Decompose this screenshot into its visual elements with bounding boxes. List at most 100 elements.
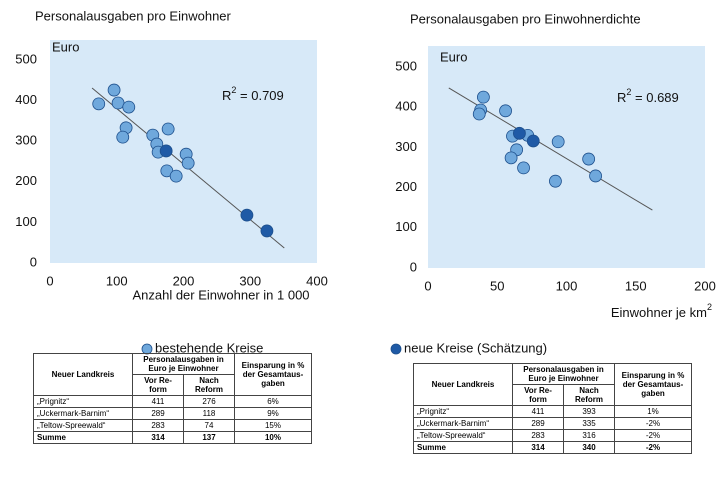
plot-background <box>428 46 705 268</box>
y-axis-label: Euro <box>440 49 467 64</box>
data-table: Neuer Landkreis Personalausgaben in Euro j… <box>413 363 692 454</box>
table-cell: „Prignitz“ <box>413 405 513 418</box>
point <box>169 169 183 183</box>
header-line: Reform <box>574 395 603 404</box>
x-tick-label: 200 <box>173 273 195 288</box>
table-cell: 15% <box>234 419 312 432</box>
table-body: „Prignitz“ 411 393 1% „Uckermark-Barnim“ 289 3… <box>413 405 692 454</box>
header-line: Personalausgaben in <box>523 365 604 374</box>
table-cell: -2% <box>614 441 692 454</box>
x-tick-label: 50 <box>490 278 504 293</box>
x-tick-label: 0 <box>46 273 53 288</box>
table-row: Summe 314 340 -2% <box>413 441 692 454</box>
x-axis-label: Einwohner je km2 <box>611 302 712 320</box>
header-line: der Gesamtaus- <box>622 380 684 389</box>
table-cell: 276 <box>183 395 235 408</box>
chart-title: Personalausgaben pro Einwohnerdichte <box>410 11 641 26</box>
table-cell: „Teltow-Spreewald“ <box>413 429 513 442</box>
point <box>161 122 175 136</box>
x-tick-label: 0 <box>424 278 431 293</box>
r-squared-rest: = 0.689 <box>631 90 678 105</box>
header-line: der Gesamtaus- <box>242 370 304 379</box>
header-line: Einsparung in % <box>241 361 305 370</box>
table-row: „Prignitz“ 411 276 6% <box>33 395 312 408</box>
point <box>240 208 254 222</box>
table-row: „Uckermark-Barnim“ 289 335 -2% <box>413 417 692 430</box>
table-cell: „Prignitz“ <box>33 395 133 408</box>
table-head: Neuer Landkreis Personalausgaben in Euro j… <box>33 353 312 396</box>
header-line: Vor Re- <box>144 376 172 385</box>
point <box>526 134 540 148</box>
table-head: Neuer Landkreis Personalausgaben in Euro j… <box>413 363 692 406</box>
header-line: Nach <box>199 376 219 385</box>
header-line: Personalausgaben in <box>143 355 224 364</box>
table-cell: 411 <box>512 405 564 418</box>
y-tick-label: 300 <box>395 139 417 154</box>
table-cell: 335 <box>563 417 615 430</box>
table-cell: 10% <box>234 431 312 444</box>
point <box>472 107 486 121</box>
point <box>517 161 530 175</box>
table-row: „Teltow-Spreewald“ 283 316 -2% <box>413 429 692 442</box>
table-cell: 74 <box>183 419 235 432</box>
point <box>159 144 173 158</box>
table-cell: 411 <box>132 395 184 408</box>
table-cell: 340 <box>563 441 615 454</box>
header-cell: Einsparung in % der Gesamtaus-gaben <box>234 353 312 396</box>
table-cell: 6% <box>234 395 312 408</box>
table-cell: 316 <box>563 429 615 442</box>
point <box>582 152 596 166</box>
header-line: Euro je Einwohner <box>148 364 219 373</box>
header-line: Nach <box>579 386 599 395</box>
header-cell: Nach Reform <box>563 384 615 406</box>
y-tick-label: 0 <box>30 254 37 269</box>
table-cell: „Teltow-Spreewald“ <box>33 419 133 432</box>
table-cell: Summe <box>413 441 513 454</box>
header-cell: Neuer Landkreis <box>33 353 133 396</box>
y-tick-label: 100 <box>395 219 417 234</box>
point <box>116 130 130 144</box>
x-tick-label: 300 <box>239 273 261 288</box>
x-tick-label: 100 <box>556 278 578 293</box>
header-row: Vor Re-form Nach Reform <box>414 384 692 406</box>
table-row: Summe 314 137 10% <box>33 431 312 444</box>
header-line: gaben <box>261 379 285 388</box>
point <box>549 174 562 188</box>
point <box>92 97 106 111</box>
point <box>589 169 602 183</box>
data-table: Neuer Landkreis Personalausgaben in Euro j… <box>33 353 312 444</box>
r-squared-base: R <box>222 88 231 103</box>
y-axis-label: Euro <box>52 39 79 54</box>
y-tick-label: 200 <box>395 179 417 194</box>
table-cell: 1% <box>614 405 692 418</box>
header-row: Neuer Landkreis Personalausgaben in Euro j… <box>413 363 692 406</box>
r-squared-rest: = 0.709 <box>236 88 283 103</box>
table-body: „Prignitz“ 411 276 6% „Uckermark-Barnim“ 289 1… <box>33 395 312 444</box>
table-cell: 283 <box>132 419 184 432</box>
header-line: gaben <box>641 389 665 398</box>
point <box>513 126 526 140</box>
y-tick-label: 400 <box>15 92 37 107</box>
table-cell: „Uckermark-Barnim“ <box>33 407 133 420</box>
point <box>111 96 125 110</box>
header-line: Euro je Einwohner <box>528 374 599 383</box>
x-axis-label-sup: 2 <box>707 302 712 312</box>
table-row: „Prignitz“ 411 393 1% <box>413 405 692 418</box>
r-squared: R2 = 0.709 <box>222 85 284 103</box>
x-tick-label: 400 <box>306 273 328 288</box>
table-cell: 314 <box>132 431 184 444</box>
table-cell: 118 <box>183 407 235 420</box>
table-cell: 9% <box>234 407 312 420</box>
y-tick-label: 0 <box>410 259 417 274</box>
chart-title: Personalausgaben pro Einwohner <box>35 8 232 23</box>
table-cell: 289 <box>132 407 184 420</box>
r-squared-sup: 2 <box>231 85 236 95</box>
header-cell: Einsparung in % der Gesamtaus-gaben <box>614 363 692 406</box>
legend-label: neue Kreise (Schätzung) <box>404 340 547 355</box>
r-squared-sup: 2 <box>626 87 631 97</box>
table-cell: -2% <box>614 417 692 430</box>
header-cell: Vor Re-form <box>132 374 184 396</box>
table-cell: 289 <box>512 417 564 430</box>
header-line: form <box>529 395 547 404</box>
point <box>122 100 136 114</box>
